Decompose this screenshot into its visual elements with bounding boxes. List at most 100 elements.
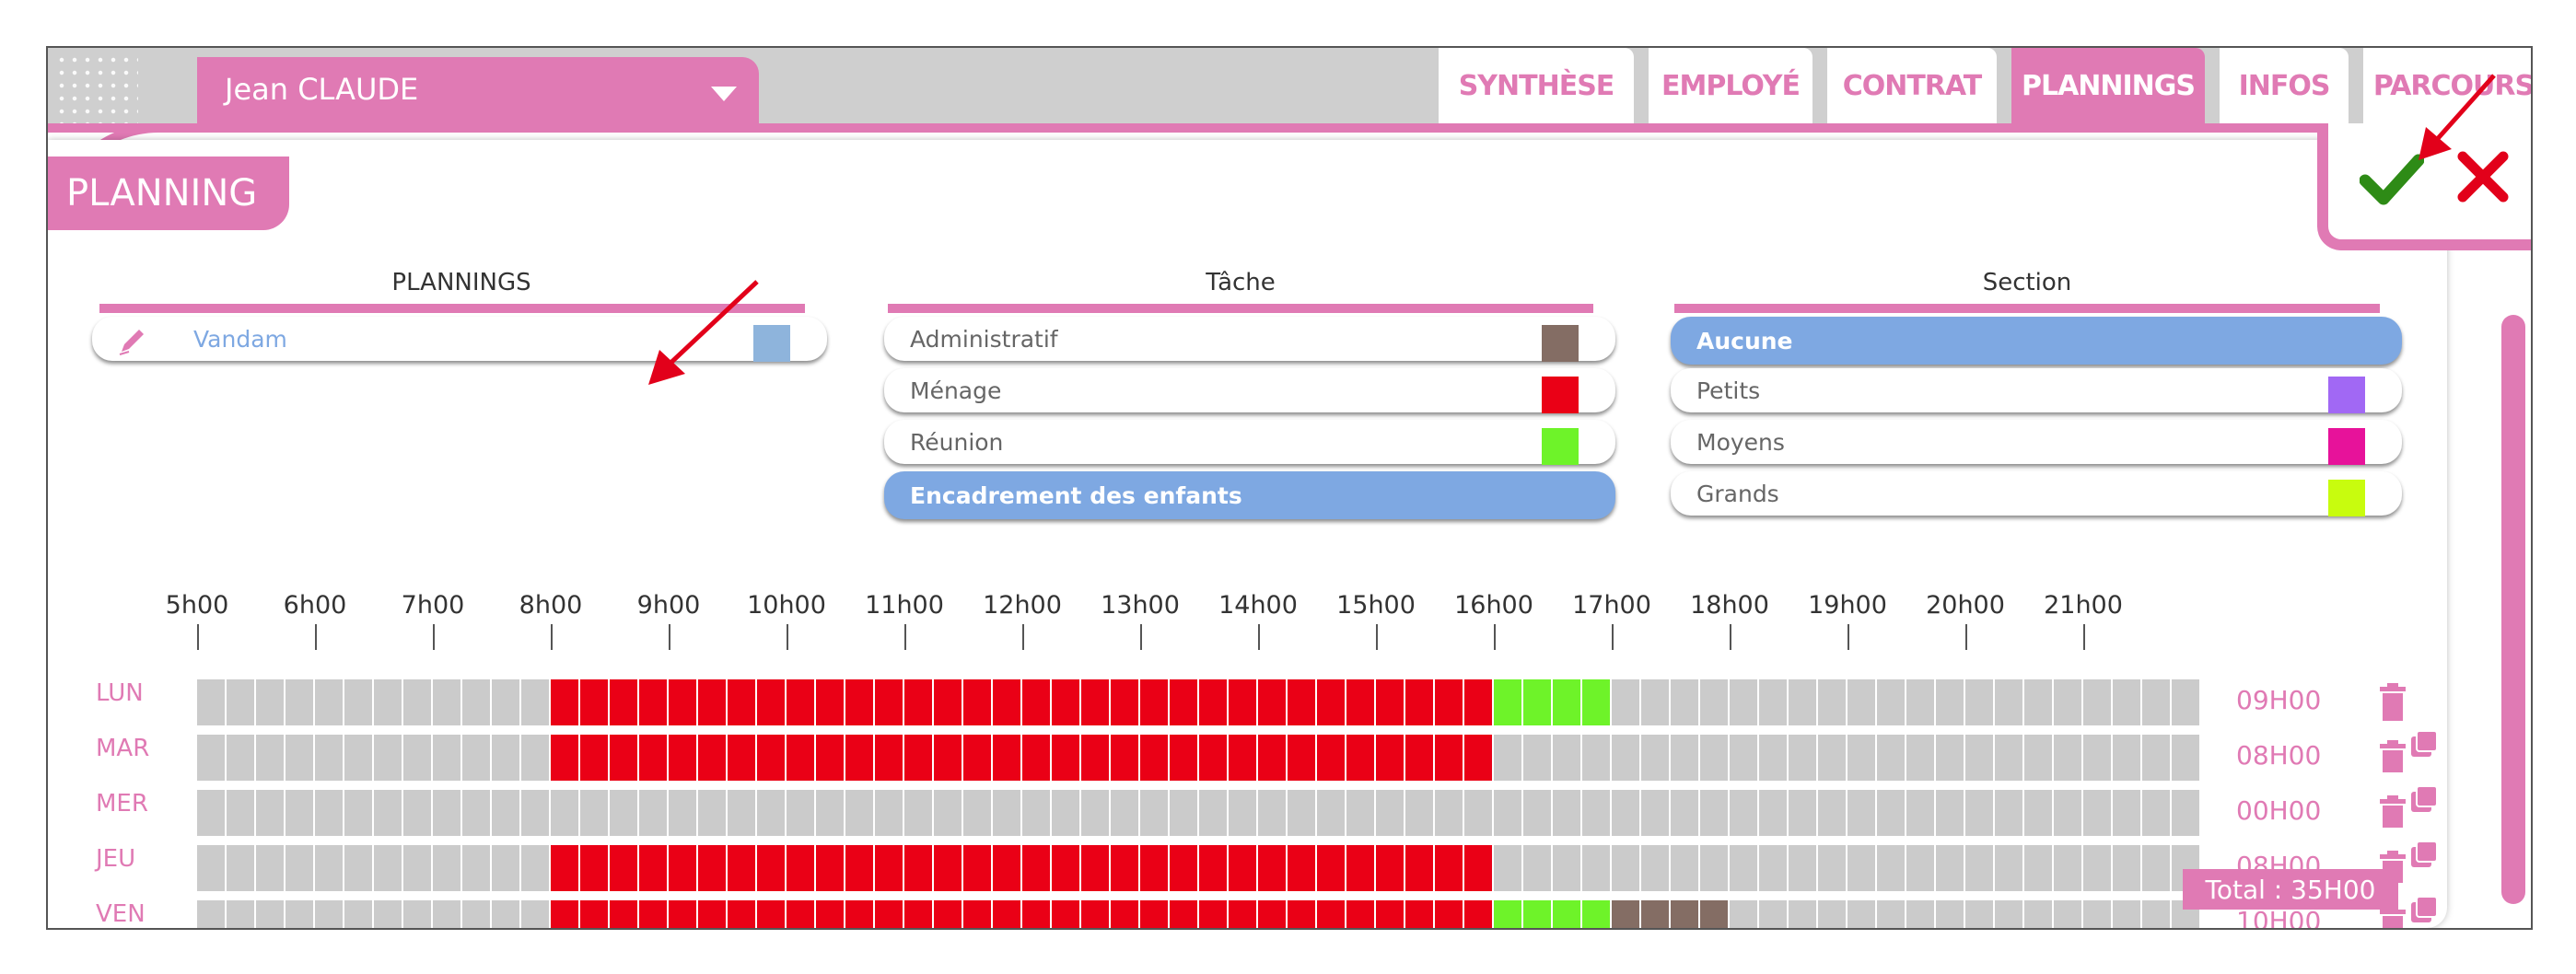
day-grid-jeu[interactable] (197, 845, 2201, 891)
time-slot[interactable] (403, 679, 431, 725)
time-slot[interactable] (227, 735, 254, 781)
tache-item-menage[interactable]: Ménage (884, 368, 1615, 413)
time-slot[interactable] (875, 900, 903, 928)
time-slot[interactable] (610, 845, 637, 891)
time-slot[interactable] (1700, 679, 1728, 725)
time-slot[interactable] (1877, 735, 1905, 781)
time-slot[interactable] (757, 735, 785, 781)
time-slot[interactable] (1523, 790, 1551, 836)
time-slot[interactable] (1081, 790, 1109, 836)
time-slot[interactable] (403, 790, 431, 836)
time-slot[interactable] (1464, 845, 1492, 891)
time-slot[interactable] (845, 900, 873, 928)
time-slot[interactable] (1936, 900, 1964, 928)
time-slot[interactable] (816, 845, 844, 891)
time-slot[interactable] (934, 790, 962, 836)
time-slot[interactable] (2024, 845, 2052, 891)
time-slot[interactable] (1995, 679, 2022, 725)
time-slot[interactable] (197, 900, 225, 928)
time-slot[interactable] (2113, 900, 2140, 928)
time-slot[interactable] (698, 735, 726, 781)
time-slot[interactable] (1405, 790, 1433, 836)
time-slot[interactable] (1759, 679, 1787, 725)
time-slot[interactable] (403, 845, 431, 891)
copy-icon[interactable] (2406, 893, 2457, 930)
time-slot[interactable] (1582, 735, 1610, 781)
time-slot[interactable] (1523, 900, 1551, 928)
time-slot[interactable] (845, 735, 873, 781)
time-slot[interactable] (286, 790, 313, 836)
time-slot[interactable] (816, 679, 844, 725)
time-slot[interactable] (2054, 679, 2081, 725)
time-slot[interactable] (580, 790, 608, 836)
time-slot[interactable] (1052, 679, 1079, 725)
time-slot[interactable] (1494, 790, 1521, 836)
time-slot[interactable] (1906, 790, 1934, 836)
time-slot[interactable] (1229, 790, 1256, 836)
trash-icon[interactable] (2378, 731, 2430, 773)
tache-item-reunion[interactable]: Réunion (884, 420, 1615, 465)
day-grid-mer[interactable] (197, 790, 2201, 836)
time-slot[interactable] (1612, 679, 1639, 725)
time-slot[interactable] (1582, 845, 1610, 891)
time-slot[interactable] (1612, 845, 1639, 891)
tab-infos[interactable]: INFOS (2220, 48, 2349, 123)
time-slot[interactable] (521, 679, 549, 725)
time-slot[interactable] (639, 790, 667, 836)
time-slot[interactable] (1140, 900, 1168, 928)
time-slot[interactable] (1288, 845, 1315, 891)
time-slot[interactable] (787, 790, 814, 836)
time-slot[interactable] (2083, 845, 2111, 891)
time-slot[interactable] (1405, 845, 1433, 891)
time-slot[interactable] (2172, 679, 2199, 725)
time-slot[interactable] (227, 790, 254, 836)
time-slot[interactable] (1199, 900, 1227, 928)
time-slot[interactable] (963, 735, 991, 781)
time-slot[interactable] (904, 900, 932, 928)
time-slot[interactable] (875, 679, 903, 725)
time-slot[interactable] (1435, 679, 1463, 725)
time-slot[interactable] (374, 790, 402, 836)
time-slot[interactable] (1671, 900, 1698, 928)
time-slot[interactable] (1818, 735, 1846, 781)
copy-icon[interactable] (2406, 783, 2457, 825)
time-slot[interactable] (1906, 845, 1934, 891)
time-slot[interactable] (728, 679, 755, 725)
day-grid-ven[interactable] (197, 900, 2201, 928)
time-slot[interactable] (993, 900, 1020, 928)
tache-item-encadrement[interactable]: Encadrement des enfants (884, 471, 1615, 519)
time-slot[interactable] (492, 735, 519, 781)
employee-selector[interactable]: Jean CLAUDE (197, 57, 759, 123)
time-slot[interactable] (2172, 790, 2199, 836)
time-slot[interactable] (344, 845, 372, 891)
time-slot[interactable] (286, 679, 313, 725)
time-slot[interactable] (1612, 900, 1639, 928)
time-slot[interactable] (1140, 790, 1168, 836)
time-slot[interactable] (521, 735, 549, 781)
time-slot[interactable] (1582, 900, 1610, 928)
time-slot[interactable] (344, 900, 372, 928)
time-slot[interactable] (1877, 845, 1905, 891)
time-slot[interactable] (1229, 845, 1256, 891)
time-slot[interactable] (492, 900, 519, 928)
time-slot[interactable] (1847, 790, 1875, 836)
time-slot[interactable] (1022, 900, 1050, 928)
time-slot[interactable] (2113, 679, 2140, 725)
time-slot[interactable] (1582, 679, 1610, 725)
time-slot[interactable] (1789, 900, 1816, 928)
time-slot[interactable] (580, 900, 608, 928)
time-slot[interactable] (580, 679, 608, 725)
time-slot[interactable] (904, 735, 932, 781)
time-slot[interactable] (757, 679, 785, 725)
time-slot[interactable] (1376, 790, 1404, 836)
time-slot[interactable] (669, 900, 696, 928)
copy-icon[interactable] (2406, 838, 2457, 880)
time-slot[interactable] (551, 790, 578, 836)
time-slot[interactable] (1199, 845, 1227, 891)
time-slot[interactable] (1730, 845, 1757, 891)
time-slot[interactable] (403, 735, 431, 781)
copy-icon[interactable] (2406, 727, 2457, 770)
time-slot[interactable] (1464, 735, 1492, 781)
time-slot[interactable] (374, 900, 402, 928)
time-slot[interactable] (1995, 735, 2022, 781)
